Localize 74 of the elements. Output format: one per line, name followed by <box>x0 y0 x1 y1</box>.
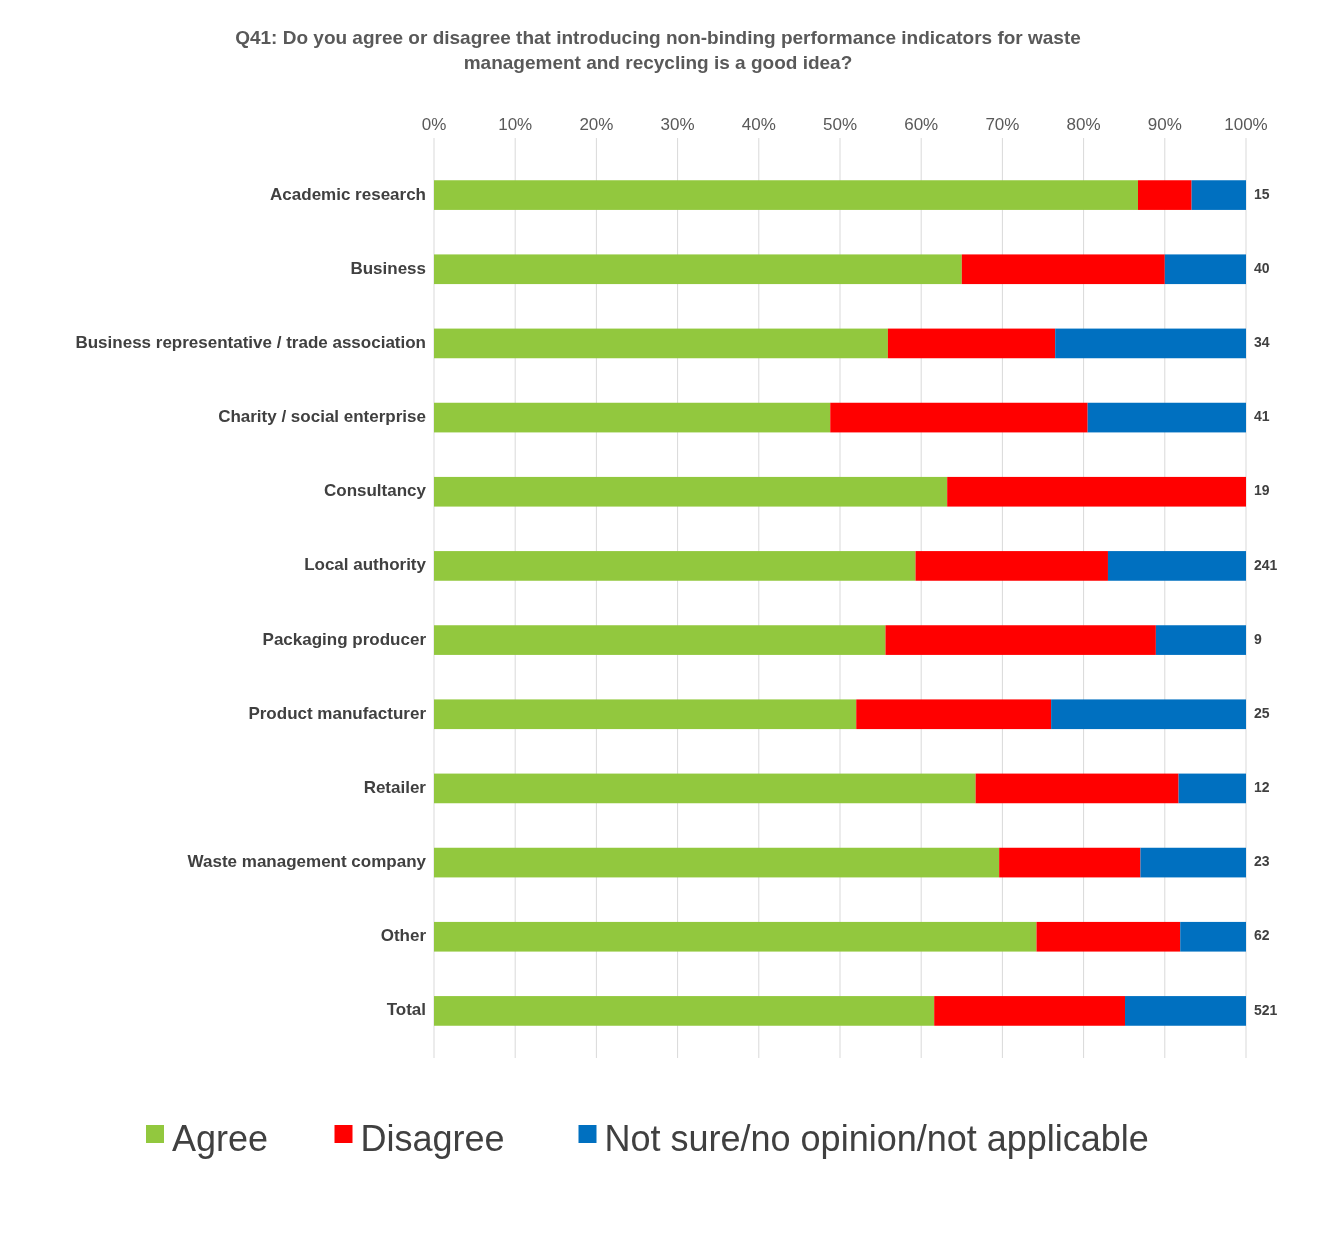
bar <box>434 773 976 804</box>
bar <box>999 847 1141 878</box>
bar <box>1036 921 1181 952</box>
y-tick-label: Packaging producer <box>262 629 427 649</box>
bar <box>885 625 1156 655</box>
x-tick-label: 80% <box>1066 115 1101 134</box>
text: 34 <box>1254 334 1270 351</box>
bar <box>1191 180 1246 210</box>
bar <box>887 328 1056 359</box>
bar <box>1164 254 1246 285</box>
bar <box>1055 328 1246 359</box>
bar <box>1107 551 1246 581</box>
y-tick-label: Waste management company <box>187 852 427 872</box>
text: 15 <box>1254 185 1270 202</box>
y-tick-label: Consultancy <box>323 481 427 501</box>
legend-label: Agree <box>172 1117 269 1159</box>
text: 12 <box>1254 779 1270 796</box>
text: 41 <box>1254 408 1270 425</box>
text: 19 <box>1254 482 1270 499</box>
x-tick-label: 50% <box>822 115 858 134</box>
bar <box>1125 996 1246 1026</box>
bar <box>1140 847 1246 878</box>
x-tick-label: 60% <box>904 115 939 134</box>
x-tick-label: 20% <box>579 115 614 134</box>
x-tick-label: 0% <box>421 115 447 134</box>
x-tick-label: 90% <box>1147 115 1182 134</box>
bar <box>915 551 1108 581</box>
x-tick-label: 100% <box>1224 115 1268 134</box>
y-tick-label: Other <box>380 926 427 946</box>
y-tick-label: Retailer <box>363 777 427 797</box>
bar <box>434 921 1037 952</box>
bar <box>1087 402 1246 433</box>
y-tick-label: Total <box>386 1000 426 1020</box>
x-tick-label: 30% <box>660 115 695 134</box>
bar <box>947 476 1246 507</box>
text: 23 <box>1254 853 1270 870</box>
bar <box>434 699 857 730</box>
y-tick-label: Business <box>350 258 426 278</box>
bar <box>1178 773 1246 804</box>
bar <box>434 180 1138 210</box>
bar <box>1180 921 1246 952</box>
bar <box>934 996 1126 1026</box>
bar <box>434 254 962 285</box>
text: 62 <box>1254 927 1270 944</box>
legend-label: Not sure/no opinion/not applicable <box>604 1117 1149 1159</box>
bar <box>830 402 1088 433</box>
text: 40 <box>1254 259 1270 276</box>
bar <box>434 328 888 359</box>
y-tick-label: Academic research <box>270 184 426 204</box>
y-tick-label: Charity / social enterprise <box>218 407 426 427</box>
bar <box>434 551 916 581</box>
text: 241 <box>1254 556 1278 573</box>
bar <box>1138 180 1192 210</box>
bar <box>434 402 831 433</box>
bar <box>434 476 948 507</box>
x-tick-label: 40% <box>741 115 776 134</box>
bar <box>961 254 1165 285</box>
text: 25 <box>1254 704 1270 721</box>
bar <box>434 625 886 655</box>
chart-title: Q41: Do you agree or disagree that introducing non-binding performance indicators for waste management and recycling is a good idea? <box>235 27 1081 73</box>
y-tick-label: Local authority <box>304 555 427 575</box>
x-tick-label: 70% <box>985 115 1020 134</box>
bar <box>434 996 935 1026</box>
text: 521 <box>1254 1001 1278 1018</box>
y-tick-label: Business representative / trade association <box>75 332 426 352</box>
bar <box>856 699 1052 730</box>
x-tick-label: 10% <box>498 115 533 134</box>
bar <box>1155 625 1246 655</box>
bar <box>975 773 1179 804</box>
bar <box>1051 699 1246 730</box>
y-tick-label: Product manufacturer <box>248 703 427 723</box>
bar <box>434 847 1000 878</box>
legend-label: Disagree <box>360 1117 505 1159</box>
text: 9 <box>1254 630 1262 647</box>
